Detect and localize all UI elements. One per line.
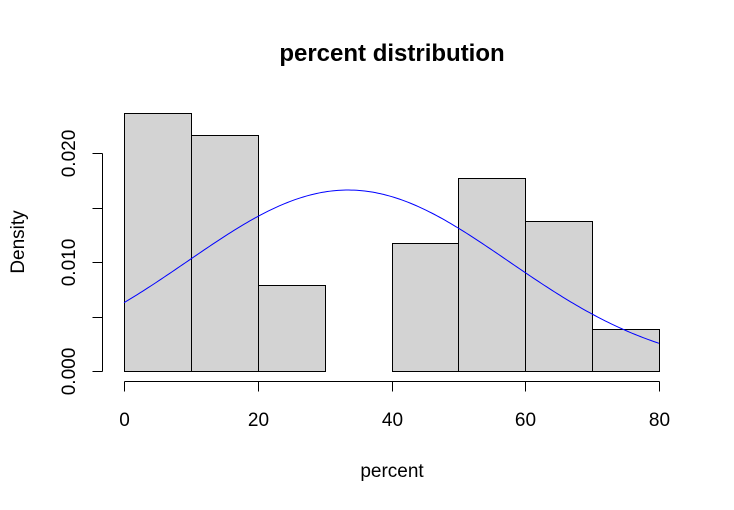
x-axis-label: percent — [360, 461, 424, 482]
histogram-bar — [124, 113, 192, 372]
histogram-bar — [258, 285, 326, 372]
x-tick-label: 80 — [649, 410, 670, 431]
y-axis-label: Density — [8, 210, 29, 274]
x-axis: 0 20 40 60 80 — [119, 381, 670, 431]
normal-density-curve — [123, 189, 660, 344]
histogram-bar — [392, 243, 459, 372]
x-tick-label: 20 — [248, 410, 269, 431]
y-tick-label: 0.000 — [59, 348, 80, 396]
histogram-bars — [124, 113, 660, 372]
histogram-bar — [592, 329, 660, 372]
chart-title: percent distribution — [279, 40, 504, 67]
y-tick-label: 0.010 — [59, 239, 80, 287]
histogram-bar — [458, 178, 526, 372]
x-tick-label: 60 — [515, 410, 536, 431]
y-axis: 0.000 0.010 0.020 — [59, 130, 103, 396]
histogram-bar — [525, 221, 593, 372]
y-tick-label: 0.020 — [59, 130, 80, 178]
x-tick-label: 0 — [119, 410, 130, 431]
x-tick-label: 40 — [382, 410, 403, 431]
histogram-bar — [191, 135, 259, 372]
